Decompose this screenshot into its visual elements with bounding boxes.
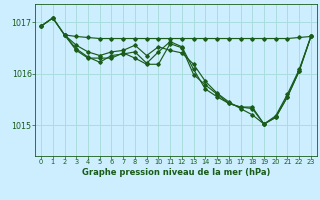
- X-axis label: Graphe pression niveau de la mer (hPa): Graphe pression niveau de la mer (hPa): [82, 168, 270, 177]
